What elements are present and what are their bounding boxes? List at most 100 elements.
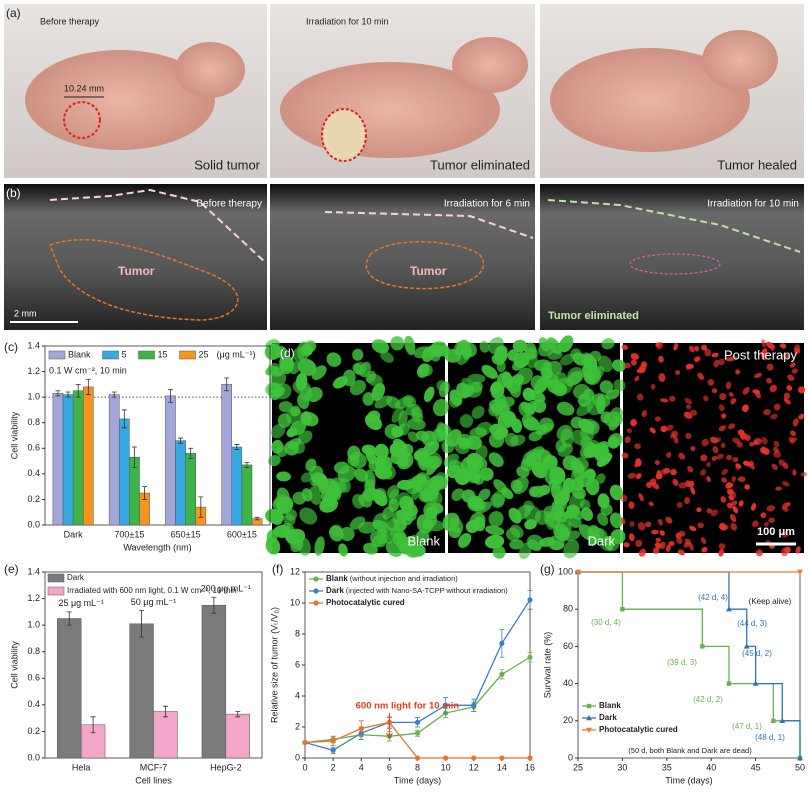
cell — [668, 541, 675, 546]
cell — [494, 402, 509, 421]
cell — [407, 431, 419, 443]
cell — [782, 353, 791, 359]
marker — [575, 569, 581, 575]
cell — [459, 414, 474, 428]
cell — [635, 473, 642, 480]
photo-caption: Tumor healed — [717, 157, 797, 172]
cell — [596, 452, 613, 468]
cell — [658, 373, 666, 382]
cell — [787, 374, 795, 381]
annotation: (44 d, 3) — [737, 619, 767, 628]
cell — [600, 504, 613, 516]
cell — [700, 469, 707, 476]
cell — [560, 353, 575, 366]
cell — [419, 490, 433, 502]
cell — [556, 424, 573, 441]
cell — [554, 510, 568, 523]
cell — [718, 425, 727, 432]
cell — [792, 418, 799, 427]
cell — [485, 525, 505, 536]
cell — [432, 399, 449, 417]
legend-description: (injected with Nano-SA-TCPP without irra… — [346, 586, 509, 595]
cell — [718, 523, 727, 531]
bar — [231, 446, 243, 526]
cell — [268, 455, 281, 467]
cell — [384, 423, 401, 439]
cell — [596, 394, 606, 415]
marker — [414, 719, 421, 725]
cell — [775, 486, 782, 491]
cell — [792, 368, 798, 374]
legend-swatch — [47, 586, 65, 596]
cell — [562, 477, 576, 493]
cell — [654, 460, 660, 466]
legend-marker — [313, 588, 319, 594]
cell — [609, 512, 623, 529]
legend-marker — [586, 715, 592, 721]
panel-label: (d) — [280, 346, 295, 360]
cell — [528, 431, 543, 442]
x-axis-label: Time (days) — [665, 775, 712, 785]
mouse-head — [452, 37, 528, 93]
panel-label: (e) — [4, 562, 19, 576]
cell — [659, 530, 665, 536]
annotation: (48 d, 1) — [755, 733, 785, 742]
cell — [444, 348, 461, 363]
cell — [779, 343, 787, 349]
cell — [626, 428, 633, 434]
cell — [576, 401, 594, 417]
marker — [499, 640, 505, 646]
cell — [773, 440, 780, 448]
cell — [721, 477, 728, 483]
cell — [289, 405, 301, 417]
marker — [620, 607, 625, 612]
cell — [295, 372, 308, 391]
bar — [57, 618, 82, 759]
cell — [700, 454, 708, 462]
cell — [735, 463, 742, 469]
cell — [697, 372, 705, 380]
cell — [703, 395, 709, 402]
cell — [282, 522, 295, 537]
cell — [684, 497, 691, 504]
annotation: (45 d, 2) — [742, 649, 772, 658]
cell — [764, 521, 769, 527]
cell — [603, 536, 614, 551]
cell — [556, 401, 575, 416]
marker — [752, 680, 759, 686]
bar — [201, 604, 227, 759]
cell — [751, 502, 757, 511]
cell — [354, 468, 369, 482]
cell — [492, 545, 506, 559]
panel-label: (b) — [6, 186, 21, 200]
cell — [675, 532, 682, 539]
cell — [650, 383, 656, 390]
error-bar — [178, 437, 184, 444]
x-tick-label: Dark — [64, 529, 84, 539]
cell — [331, 477, 347, 494]
cell — [509, 539, 524, 550]
category-note: 200 μg mL⁻¹ — [201, 584, 251, 594]
cell — [284, 440, 299, 456]
plot-frame — [44, 345, 271, 526]
cell — [299, 507, 318, 525]
cell — [362, 392, 375, 406]
cell — [700, 537, 707, 545]
cell — [471, 405, 485, 419]
cell — [743, 460, 751, 466]
cell — [630, 419, 637, 427]
cell — [466, 469, 480, 482]
cell — [729, 514, 737, 523]
cell — [578, 524, 595, 541]
bar — [225, 713, 250, 759]
cell — [752, 389, 761, 394]
cell — [728, 423, 736, 430]
cell — [658, 355, 664, 363]
cell — [305, 387, 323, 403]
cell — [390, 336, 405, 351]
cell — [731, 475, 736, 483]
error-bar — [162, 705, 168, 718]
cell — [557, 443, 574, 457]
cell — [528, 390, 546, 403]
cell — [629, 521, 635, 527]
